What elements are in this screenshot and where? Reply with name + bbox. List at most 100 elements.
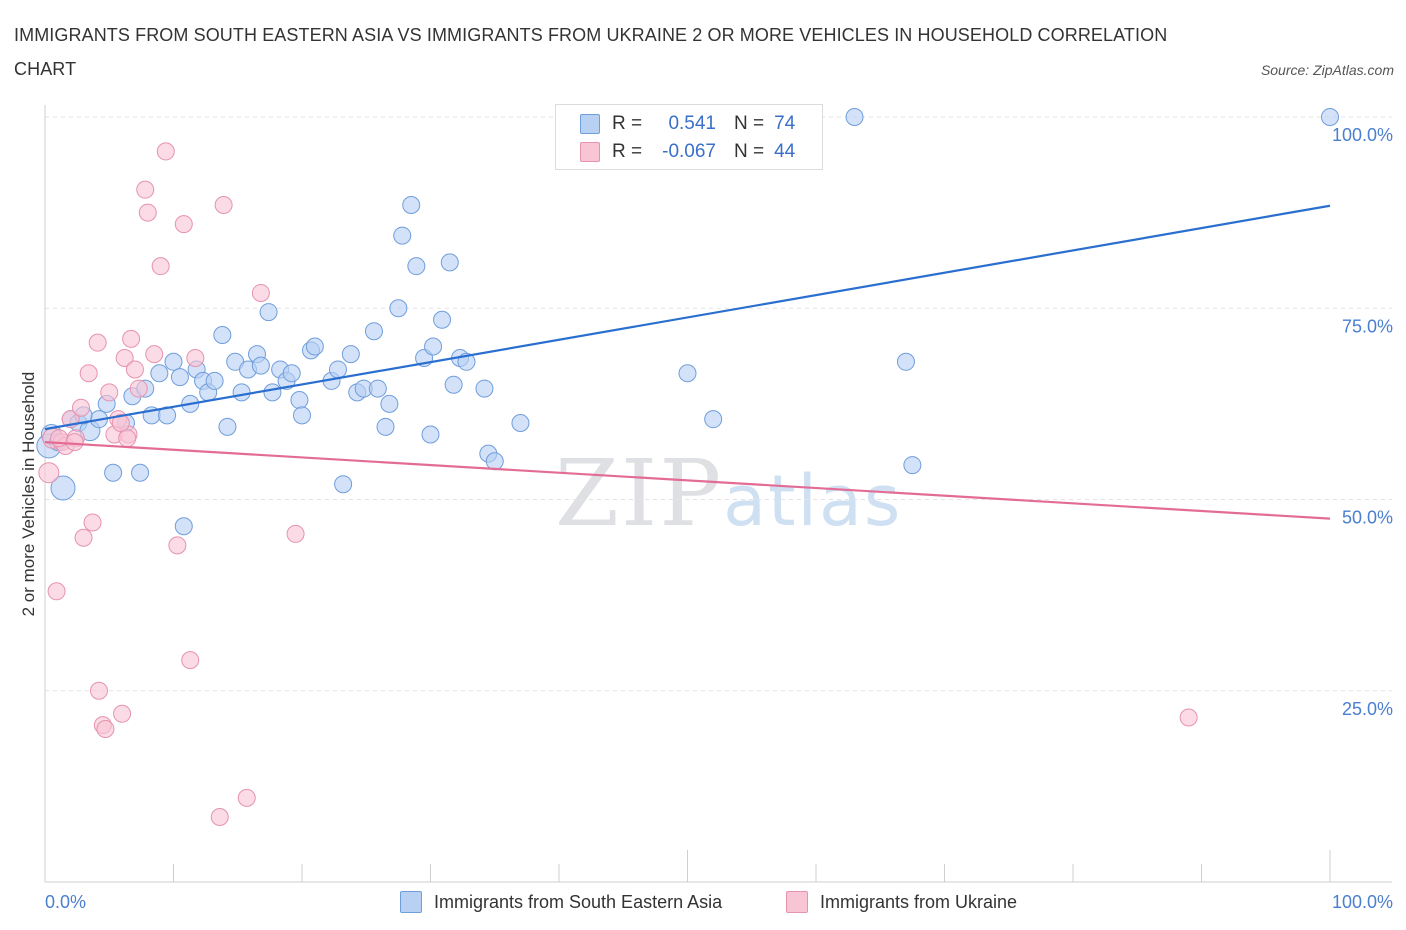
bottom-legend-label-sea: Immigrants from South Eastern Asia — [434, 891, 723, 912]
sea-point — [251, 356, 270, 375]
legend-n-label: N = — [734, 113, 765, 134]
ukraine-point — [1179, 708, 1198, 727]
ukraine-point — [125, 360, 144, 379]
sea-point — [485, 452, 504, 471]
watermark-atlas: atlas — [723, 460, 903, 542]
sea-trend-line — [44, 204, 1331, 431]
sea-point — [205, 371, 224, 390]
sea-point — [131, 463, 150, 482]
ukraine-point — [111, 414, 130, 432]
ukraine-point — [88, 333, 107, 352]
ukraine-point — [47, 582, 66, 601]
sea-point — [433, 310, 452, 329]
sea-point — [402, 195, 421, 214]
ukraine-point — [286, 524, 305, 543]
sea-point — [389, 299, 408, 318]
sea-point — [444, 375, 463, 394]
sea-point — [232, 383, 251, 402]
ukraine-point — [174, 215, 193, 234]
legend-row-ukraine: R = -0.067 N = 44 — [580, 140, 795, 164]
legend-r-value-sea: 0.541 — [668, 113, 716, 134]
sea-point — [440, 253, 459, 272]
bottom-legend-label-ukraine: Immigrants from Ukraine — [820, 891, 1018, 912]
ukraine-point — [113, 704, 132, 723]
legend-r-label: R = — [612, 141, 643, 162]
legend-swatch-sea — [580, 114, 600, 134]
y-tick-label-50: 50.0% — [1342, 508, 1393, 528]
sea-point — [368, 379, 387, 398]
sea-point — [678, 364, 697, 383]
ukraine-point — [210, 807, 229, 826]
ukraine-point — [65, 433, 84, 452]
legend-n-value-sea: 74 — [774, 113, 796, 134]
ukraine-point — [186, 348, 205, 367]
ukraine-point — [96, 720, 115, 738]
sea-point — [282, 364, 301, 383]
bottom-legend-ukraine[interactable]: Immigrants from Ukraine — [786, 889, 1017, 915]
ukraine-point — [136, 180, 155, 199]
x-tick-label-0: 0.0% — [45, 892, 86, 912]
ukraine-point — [151, 257, 170, 276]
legend-row-sea: R = 0.541 N = 74 — [580, 112, 795, 136]
sea-point — [104, 463, 123, 482]
sea-point — [334, 475, 353, 494]
bottom-legend-swatch-ukraine — [786, 891, 808, 913]
sea-point — [364, 322, 383, 341]
sea-point — [213, 326, 232, 345]
x-tick-label-100: 100.0% — [1332, 892, 1393, 912]
ukraine-point — [79, 364, 98, 383]
watermark-zip: ZIP — [555, 440, 724, 547]
ukraine-point — [156, 142, 175, 161]
sea-point — [50, 475, 76, 501]
ukraine-point — [145, 345, 164, 364]
ukraine-point — [89, 681, 108, 700]
legend-r-label: R = — [612, 113, 643, 134]
sea-point — [376, 417, 395, 436]
legend-swatch-ukraine — [580, 142, 600, 162]
sea-point — [393, 226, 412, 245]
sea-point — [407, 257, 426, 276]
sea-point — [305, 337, 324, 356]
sea-point — [290, 391, 309, 410]
sea-point — [341, 345, 360, 364]
ukraine-point — [118, 429, 137, 448]
y-tick-label-100: 100.0% — [1332, 125, 1393, 145]
ukraine-point — [71, 398, 90, 417]
sea-point — [475, 379, 494, 398]
sea-point — [174, 517, 193, 536]
sea-point — [164, 352, 183, 371]
bottom-legend-sea[interactable]: Immigrants from South Eastern Asia — [400, 889, 722, 915]
ukraine-point — [138, 203, 157, 222]
sea-point — [845, 108, 864, 126]
correlation-legend: R = 0.541 N = 74 R = -0.067 N = 44 — [555, 104, 823, 170]
sea-point — [263, 383, 282, 402]
watermark: ZIPatlas — [555, 440, 902, 547]
ukraine-point — [100, 383, 119, 402]
sea-point — [424, 337, 443, 356]
sea-point — [218, 417, 237, 436]
legend-n-label: N = — [734, 141, 765, 162]
sea-point — [259, 303, 278, 322]
ukraine-point — [214, 195, 233, 214]
sea-point — [380, 394, 399, 413]
y-tick-label-75: 75.0% — [1342, 316, 1393, 336]
ukraine-point — [74, 528, 93, 547]
sea-point — [511, 414, 530, 432]
ukraine-point — [251, 283, 270, 302]
y-tick-label-25: 25.0% — [1342, 699, 1393, 719]
sea-point — [293, 406, 311, 425]
ukraine-point — [129, 379, 148, 398]
ukraine-trend-line — [44, 441, 1331, 520]
legend-r-value-ukraine: -0.067 — [662, 141, 716, 162]
sea-point — [150, 364, 169, 383]
ukraine-point — [237, 788, 256, 807]
sea-point — [421, 425, 440, 444]
bottom-legend-swatch-sea — [400, 891, 422, 913]
sea-point — [896, 352, 915, 371]
ukraine-point — [83, 513, 102, 532]
ukraine-point — [38, 462, 60, 484]
legend-n-value-ukraine: 44 — [774, 141, 796, 162]
ukraine-point — [181, 651, 200, 670]
chart-title: IMMIGRANTS FROM SOUTH EASTERN ASIA VS IM… — [14, 25, 1168, 79]
